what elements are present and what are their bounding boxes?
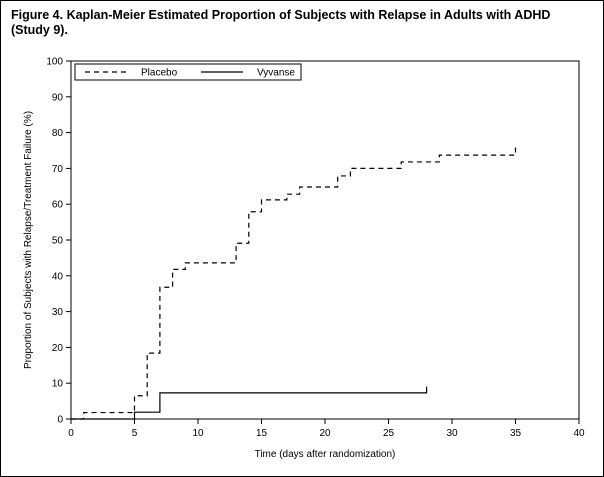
y-tick-label: 40 [52, 271, 64, 282]
x-tick-label: 15 [256, 428, 268, 439]
figure-title: Figure 4. Kaplan-Meier Estimated Proport… [11, 8, 551, 37]
y-tick-label: 20 [52, 343, 64, 354]
y-tick-label: 60 [52, 200, 64, 211]
x-tick-label: 35 [510, 428, 522, 439]
legend-label-placebo: Placebo [141, 68, 178, 79]
x-tick-label: 10 [192, 428, 204, 439]
y-tick-label: 80 [52, 128, 64, 139]
series-line-vyvanse [71, 386, 428, 420]
y-tick-label: 100 [46, 57, 63, 68]
series-line-placebo [71, 145, 517, 420]
x-tick-label: 5 [132, 428, 138, 439]
y-tick-label: 30 [52, 307, 64, 318]
y-tick-label: 50 [52, 236, 64, 247]
y-tick-label: 90 [52, 92, 64, 103]
legend-label-vyvanse: Vyvanse [257, 68, 295, 79]
legend-box [74, 63, 302, 81]
x-tick-label: 30 [446, 428, 458, 439]
x-axis-label: Time (days after randomization) [255, 449, 396, 460]
y-axis-label: Proportion of Subjects with Relapse/Trea… [23, 111, 34, 369]
x-tick-label: 20 [319, 428, 331, 439]
y-tick-label: 70 [52, 164, 64, 175]
x-tick-label: 25 [383, 428, 395, 439]
y-tick-label: 10 [52, 379, 64, 390]
x-tick-label: 0 [68, 428, 74, 439]
y-tick-label: 0 [57, 415, 63, 426]
x-tick-label: 40 [573, 428, 585, 439]
